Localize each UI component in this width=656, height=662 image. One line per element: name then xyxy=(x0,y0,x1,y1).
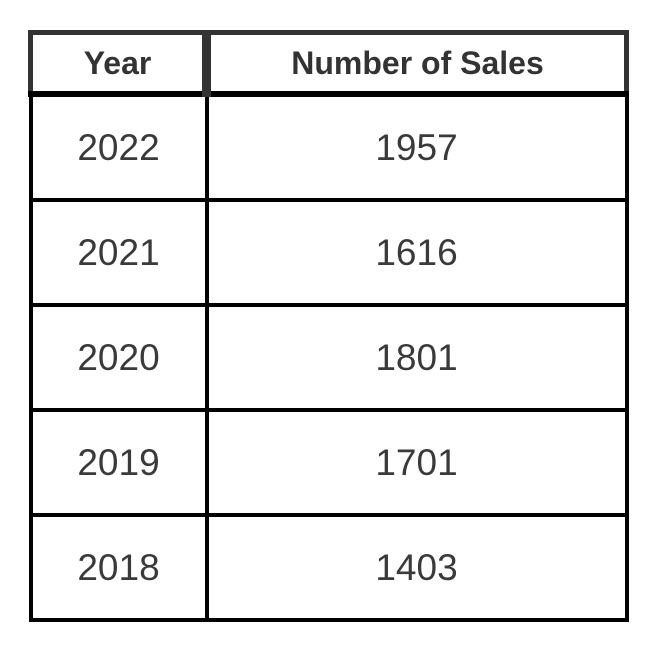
year-cell: 2022 xyxy=(28,92,209,202)
year-cell: 2019 xyxy=(28,408,209,517)
table-row: 2018 1403 xyxy=(28,513,629,622)
year-cell: 2018 xyxy=(28,513,209,622)
table-row: 2020 1801 xyxy=(28,303,629,412)
table-head: Year Number of Sales xyxy=(28,30,629,97)
table-row: 2019 1701 xyxy=(28,408,629,517)
sales-cell: 1801 xyxy=(204,303,629,412)
header-row: Year Number of Sales xyxy=(28,30,629,97)
column-header-number-of-sales: Number of Sales xyxy=(202,30,629,97)
sales-cell: 1957 xyxy=(204,92,629,202)
sales-cell: 1403 xyxy=(204,513,629,622)
column-header-year: Year xyxy=(28,30,209,97)
year-cell: 2020 xyxy=(28,303,209,412)
table-row: 2022 1957 xyxy=(28,92,629,202)
table-body: 2022 1957 2021 1616 2020 1801 2019 1701 … xyxy=(28,92,629,622)
sales-cell: 1701 xyxy=(204,408,629,517)
table-row: 2021 1616 xyxy=(28,198,629,307)
sales-by-year-table: Year Number of Sales 2022 1957 2021 1616… xyxy=(28,30,629,622)
sales-cell: 1616 xyxy=(204,198,629,307)
year-cell: 2021 xyxy=(28,198,209,307)
